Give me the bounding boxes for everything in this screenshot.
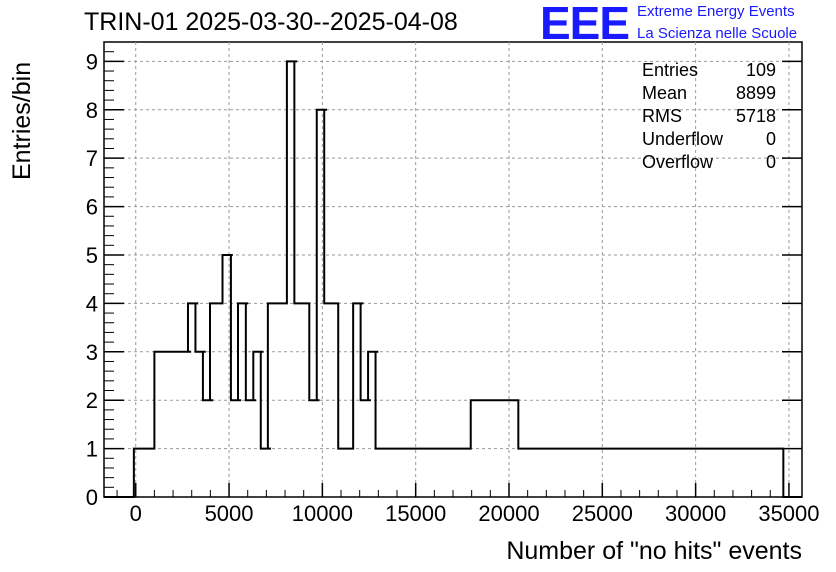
histogram-bin (261, 449, 271, 497)
stat-label: RMS (642, 106, 682, 126)
y-tick-label: 1 (86, 437, 98, 462)
stat-row-mean: Mean 8899 (640, 83, 780, 106)
stat-row-rms: RMS 5718 (640, 106, 780, 129)
y-tick-label: 9 (86, 49, 98, 74)
y-tick-label: 5 (86, 243, 98, 268)
stat-label: Underflow (642, 129, 724, 149)
x-tick-label: 35000 (758, 501, 819, 526)
x-tick-label: 30000 (665, 501, 726, 526)
histogram-bin (376, 449, 386, 497)
y-tick-label: 3 (86, 340, 98, 365)
histogram-bin (181, 352, 191, 497)
y-tick-label: 0 (86, 485, 98, 510)
histogram-bin (602, 449, 612, 497)
logo-line-1: Extreme Energy Events (637, 3, 795, 20)
stat-value: 5718 (735, 106, 776, 126)
histogram-outline (104, 60, 802, 498)
histogram-bin (408, 449, 418, 497)
stat-row-underflow: Underflow 0 (640, 129, 780, 152)
x-axis-label: Number of "no hits" events (506, 537, 802, 565)
tick-layer (104, 41, 802, 498)
histogram-bin (518, 449, 528, 497)
stat-label: Mean (642, 83, 688, 103)
histogram-bin (669, 449, 679, 497)
histogram-bin (560, 449, 570, 497)
stat-value: 0 (765, 129, 776, 149)
histogram-bin (287, 61, 297, 497)
histogram-bin (383, 449, 393, 497)
histogram-bin (773, 449, 783, 497)
histogram-bin (154, 352, 164, 497)
y-axis-label: Entries/bin (8, 61, 36, 180)
histogram-bin (423, 449, 433, 497)
stat-value: 0 (765, 152, 776, 172)
x-tick-label: 15000 (385, 501, 446, 526)
stat-label: Entries (642, 60, 699, 80)
y-tick-label: 7 (86, 146, 98, 171)
x-tick-label: 20000 (478, 501, 539, 526)
y-tick-label: 2 (86, 388, 98, 413)
y-tick-label: 4 (86, 291, 98, 316)
stat-row-entries: Entries 109 (640, 60, 780, 83)
histogram-bin (253, 352, 263, 497)
histogram-bin (436, 449, 446, 497)
histogram-bin (644, 449, 654, 497)
histogram-bin (457, 449, 467, 497)
tick-label-layer: 0 5000 10000 15000 20000 25000 30000 35000 0 1 2 3 4… (86, 49, 820, 526)
logo-line-2: La Scienza nelle Scuole (637, 25, 798, 42)
x-tick-label: 25000 (572, 501, 633, 526)
histogram-bin (195, 352, 205, 497)
stat-value: 8899 (735, 83, 776, 103)
eee-logo-mark: EEE (540, 0, 630, 49)
y-tick-label: 8 (86, 98, 98, 123)
x-tick-label: 10000 (292, 501, 353, 526)
chart-title: TRIN-01 2025-03-30--2025-04-08 (84, 8, 458, 36)
stat-label: Overflow (642, 152, 714, 172)
stat-value: 109 (745, 60, 776, 80)
histogram-bin (338, 449, 348, 497)
eee-logo: EEE Extreme Energy Events La Scienza nel… (540, 0, 836, 49)
stats-box: Entries 109 Mean 8899 RMS 5718 Underflow… (640, 60, 780, 175)
x-tick-label: 5000 (205, 501, 254, 526)
y-tick-label: 6 (86, 195, 98, 220)
histogram-bin (368, 352, 378, 497)
x-tick-label: 0 (130, 501, 142, 526)
stat-row-overflow: Overflow 0 (640, 152, 780, 175)
